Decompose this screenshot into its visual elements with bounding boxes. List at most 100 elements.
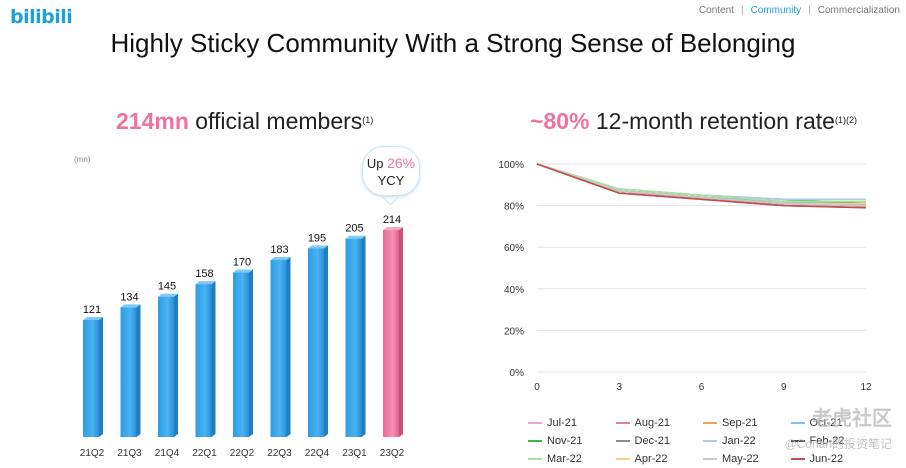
y-tick-label: 100% xyxy=(498,160,524,171)
bar-side xyxy=(174,293,178,437)
members-bar-chart: 121 21Q2 134 21Q3 145 21Q4 158 22Q1 170 22Q2 183 22… xyxy=(80,214,405,459)
legend-swatch xyxy=(528,440,542,442)
legend-label: May-22 xyxy=(722,453,759,465)
legend-swatch xyxy=(615,422,630,424)
bar-value-label: 134 xyxy=(120,291,138,303)
legend-row: Mar-22 Apr-22 May-22 Jun-22 xyxy=(528,450,878,468)
series-line xyxy=(536,163,867,207)
y-tick-label: 0% xyxy=(510,368,525,379)
legend-item: Mar-22 xyxy=(528,453,616,465)
top-nav: Content | Community | Commercialization xyxy=(699,5,900,16)
bar-top xyxy=(120,304,141,308)
bar-value-label: 170 xyxy=(233,257,251,269)
bar-top xyxy=(233,269,253,273)
nav-item-community[interactable]: Community xyxy=(750,5,802,16)
bar-side xyxy=(286,256,291,437)
x-tick-label: 12 xyxy=(860,382,872,393)
callout-pct: 26% xyxy=(387,155,416,171)
bar xyxy=(120,307,137,437)
bar-value-label: 195 xyxy=(308,232,326,244)
legend-item: Jan-22 xyxy=(703,435,791,447)
bar-top xyxy=(308,245,328,249)
legend-item: May-22 xyxy=(703,453,791,465)
legend-label: Feb-22 xyxy=(809,435,845,447)
retention-footnote: (1)(2) xyxy=(834,115,857,125)
bar-top xyxy=(345,235,366,239)
bar-side xyxy=(136,304,141,437)
category-label: 23Q2 xyxy=(380,448,405,459)
callout-bubble: Up 26% YCY xyxy=(362,146,420,196)
callout-ycy-label: YCY xyxy=(377,173,405,188)
legend-swatch xyxy=(703,440,717,442)
unit-label: (mn) xyxy=(74,155,91,164)
retention-line-chart: 0% 20% 40% 60% 80% 100% 0 3 6 9 12 xyxy=(498,160,872,393)
bar-side xyxy=(249,269,253,437)
bar-side xyxy=(399,227,403,437)
bar-side xyxy=(211,281,216,437)
legend-swatch xyxy=(615,440,630,442)
nav-item-commercialization[interactable]: Commercialization xyxy=(817,5,900,16)
legend-label: Jan-22 xyxy=(722,435,756,447)
series-line xyxy=(536,163,867,209)
bar-top xyxy=(83,316,103,320)
legend-label: Jul-21 xyxy=(547,417,577,429)
bar-side xyxy=(361,235,366,437)
legend-item: Apr-22 xyxy=(615,453,704,465)
legend-swatch xyxy=(615,458,630,460)
legend-item: Nov-21 xyxy=(528,435,616,447)
watermark: 老虎社区 @Conan的投资笔记 xyxy=(784,402,892,452)
nav-item-content[interactable]: Content xyxy=(698,5,734,16)
category-label: 22Q1 xyxy=(192,448,217,459)
category-label: 23Q1 xyxy=(342,448,367,459)
category-label: 22Q2 xyxy=(230,448,255,459)
legend-swatch xyxy=(528,422,542,424)
x-tick-label: 0 xyxy=(534,382,540,393)
x-tick-label: 9 xyxy=(781,382,787,393)
legend-item: Oct-21 xyxy=(790,417,879,429)
x-tick-label: 6 xyxy=(699,382,705,393)
bar-value-label: 214 xyxy=(383,214,401,226)
bar xyxy=(270,259,287,437)
legend-row: Jul-21 Aug-21 Sep-21 Oct-21 xyxy=(528,414,878,432)
bar-top xyxy=(158,293,178,297)
bar-side xyxy=(99,316,103,437)
bar-value-label: 121 xyxy=(83,304,101,316)
y-tick-label: 60% xyxy=(504,243,524,254)
retention-heading: ~80% 12-month retention rate(1)(2) xyxy=(530,108,857,135)
legend-item: Sep-21 xyxy=(703,417,791,429)
bar xyxy=(345,238,362,437)
bar xyxy=(383,230,399,437)
legend-item: Jun-22 xyxy=(790,453,879,465)
retention-highlight: ~80% xyxy=(530,108,590,134)
legend-item: Dec-21 xyxy=(615,435,704,447)
legend-label: Apr-22 xyxy=(634,453,668,465)
legend-swatch xyxy=(790,422,805,424)
legend-label: Nov-21 xyxy=(547,435,583,447)
category-label: 21Q3 xyxy=(117,448,142,459)
legend-swatch xyxy=(528,458,542,460)
y-tick-label: 40% xyxy=(504,285,524,296)
legend-item: Aug-21 xyxy=(615,417,704,429)
y-tick-label: 20% xyxy=(504,326,524,337)
members-heading: 214mn official members(1) xyxy=(116,108,373,135)
legend-label: Dec-21 xyxy=(634,435,670,447)
x-tick-label: 3 xyxy=(616,382,622,393)
bar xyxy=(158,296,174,437)
legend-label: Aug-21 xyxy=(634,417,670,429)
callout-up-label: Up xyxy=(366,156,388,171)
bar-value-label: 183 xyxy=(270,244,288,256)
bar-value-label: 145 xyxy=(158,281,176,293)
bar-top xyxy=(270,256,291,260)
members-heading-text: official members xyxy=(188,108,363,134)
bar-top xyxy=(383,227,403,230)
bilibili-logo: bilibili xyxy=(10,6,73,28)
bar xyxy=(83,319,99,437)
legend-row: Nov-21 Dec-21 Jan-22 Feb-22 xyxy=(528,432,878,450)
legend-swatch xyxy=(790,458,805,460)
category-label: 22Q3 xyxy=(267,448,292,459)
bar-side xyxy=(324,245,328,437)
retention-heading-text: 12-month retention rate xyxy=(589,108,835,134)
bar xyxy=(233,272,249,437)
page-title: Highly Sticky Community With a Strong Se… xyxy=(110,28,796,58)
